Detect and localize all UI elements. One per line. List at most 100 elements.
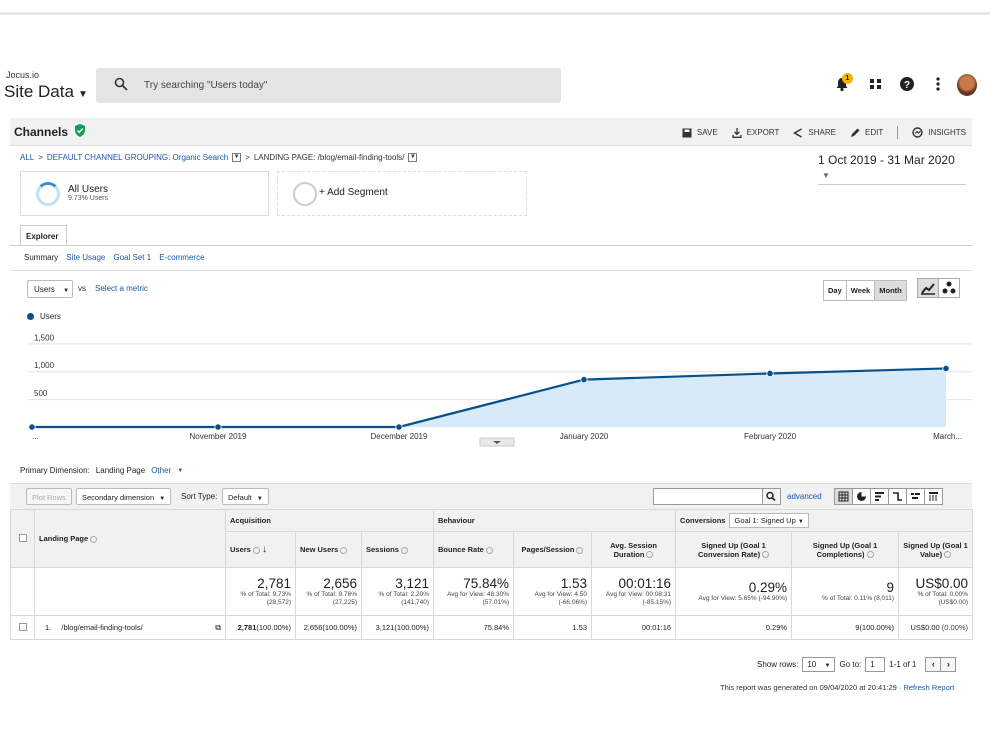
motion-chart-button[interactable] [938,278,960,298]
subtab-summary[interactable]: Summary [24,253,59,262]
line-chart-button[interactable] [917,278,939,298]
search-input[interactable]: Try searching "Users today" [96,68,561,103]
row-users: 2,781(100.00%) [225,615,296,640]
select-all-checkbox[interactable] [18,533,27,542]
refresh-report-link[interactable]: Refresh Report [903,683,955,692]
col-goal-value[interactable]: Signed Up (Goal 1 Value) [898,531,974,568]
subtab-goal-set-1[interactable]: Goal Set 1 [113,253,152,262]
help-icon[interactable] [90,535,98,543]
pivot-icon [929,492,938,501]
help-icon[interactable] [944,551,952,559]
data-point[interactable] [766,369,774,378]
col-goal-completions[interactable]: Signed Up (Goal 1 Completions) [791,531,900,568]
goto-input[interactable]: 1 [865,657,886,672]
filter-search-button[interactable] [762,489,780,504]
metric-selector[interactable]: Users ▼ [27,280,73,298]
period-month-button[interactable]: Month [874,280,907,301]
svg-text:?: ? [904,80,910,91]
help-icon[interactable] [400,546,408,554]
show-rows-select[interactable]: 10 ▼ [802,657,836,672]
advanced-filter-link[interactable]: advanced [787,492,822,501]
table-filter-input[interactable] [653,488,781,505]
notification-badge: 1 [842,73,853,84]
col-users[interactable]: Users ↓ [225,531,296,568]
col-avg-session-duration[interactable]: Avg. Session Duration [591,531,677,568]
secondary-dimension-dropdown[interactable]: Secondary dimension ▼ [76,488,172,505]
page-nav: ‹ › [925,657,957,672]
row-checkbox[interactable] [18,622,27,631]
landing-page-header[interactable]: Landing Page [34,509,226,568]
avatar[interactable] [957,74,977,96]
col-sessions[interactable]: Sessions [360,531,435,568]
select-metric-link[interactable]: Select a metric [95,284,148,293]
apps-button[interactable] [868,76,886,94]
share-button[interactable]: SHARE [793,127,836,138]
subtab-site-usage[interactable]: Site Usage [66,253,106,262]
edit-button[interactable]: EDIT [850,128,883,138]
comparison-icon [893,492,902,501]
help-icon[interactable] [762,551,770,559]
col-goal-conversion-rate[interactable]: Signed Up (Goal 1 Conversion Rate) [675,531,793,568]
tab-explorer[interactable]: Explorer [20,225,67,246]
breadcrumb-grouping[interactable]: DEFAULT CHANNEL GROUPING: Organic Search [46,153,229,162]
data-point[interactable] [395,423,403,431]
data-point[interactable] [214,423,222,431]
help-icon[interactable] [576,546,584,554]
data-point[interactable] [580,376,588,384]
comparison-view-button[interactable] [888,488,907,505]
other-dimension-link[interactable]: Other [151,466,172,475]
sort-type-dropdown[interactable]: Default ▼ [222,488,269,505]
users-area-chart[interactable]: 1,500 1,000 500... November 2019 December 20… [28,325,972,447]
col-pages-session[interactable]: Pages/Session [513,531,593,568]
add-segment-button[interactable]: + Add Segment [277,171,527,216]
subtab-ecommerce[interactable]: E-commerce [159,253,205,262]
data-point[interactable] [28,423,36,431]
table-view-toggle [834,488,943,505]
data-point[interactable] [942,364,950,373]
next-page-button[interactable]: › [940,657,957,672]
export-button[interactable]: EXPORT [732,127,779,138]
breadcrumb-all[interactable]: ALL [20,153,35,162]
notifications-button[interactable]: 1 [834,73,853,94]
performance-view-button[interactable] [870,488,889,505]
external-link-icon[interactable]: ⧉ [215,622,221,632]
insights-button[interactable]: INSIGHTS [912,127,966,138]
help-icon[interactable] [866,551,874,559]
help-icon[interactable] [252,546,260,554]
grouping-dropdown-icon[interactable]: ▼ [232,153,242,162]
grid-icon [870,79,881,89]
date-range-picker[interactable]: 1 Oct 2019 - 31 Mar 2020 ▼ [818,153,966,185]
more-options-button[interactable] [930,76,948,94]
prev-page-button[interactable]: ‹ [925,657,942,672]
top-divider [0,12,990,15]
pivot-view-button[interactable] [924,488,943,505]
totals-label-cell [34,567,226,616]
help-icon[interactable] [485,546,493,554]
col-new-users[interactable]: New Users [295,531,362,568]
help-button[interactable]: ? [899,76,917,94]
period-day-button[interactable]: Day [823,280,847,301]
col-bounce-rate[interactable]: Bounce Rate [433,531,515,568]
view-selector[interactable]: Site Data ▼ [4,82,88,102]
row-goal-completions: 9(100.00%) [791,615,900,640]
row-landing-page-link[interactable]: /blog/email-finding-tools/ [61,622,143,632]
landing-dropdown-icon[interactable]: ▼ [408,153,418,162]
col-pages-session-label: Pages/Session [521,545,575,554]
total-value: 3,121 [395,576,430,591]
term-cloud-view-button[interactable] [906,488,925,505]
period-week-button[interactable]: Week [845,280,876,301]
total-value: 2,656 [323,576,357,591]
total-goal-conv-rate: 0.29% Avg for View: 5.65% (-94.90%) [675,567,793,616]
data-table-view-button[interactable] [834,488,853,505]
save-button[interactable]: SAVE [682,128,718,138]
col-goal-completions-label: Signed Up (Goal 1 Completions) [812,540,878,559]
plot-rows-button[interactable]: Plot Rows [26,488,72,505]
sort-type-label: Sort Type: [181,492,218,501]
percentage-view-button[interactable] [852,488,871,505]
behaviour-group-header: Behaviour [433,509,677,532]
help-icon[interactable] [340,546,348,554]
help-icon[interactable] [646,551,654,559]
goal-selector[interactable]: Goal 1: Signed Up ▼ [729,513,809,528]
total-value: 9 [886,580,895,595]
segment-all-users[interactable]: All Users 9.73% Users [20,171,269,216]
